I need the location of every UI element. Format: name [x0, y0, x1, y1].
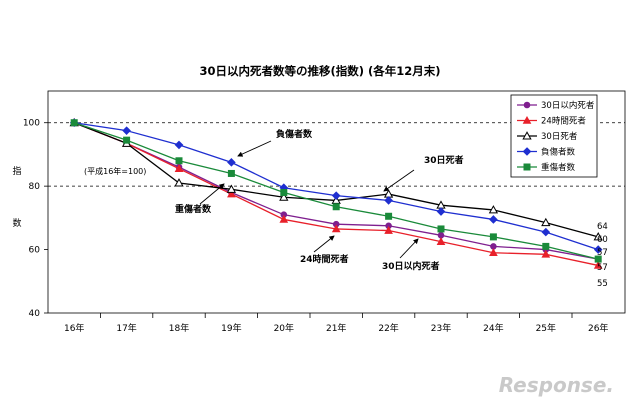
data-point — [174, 178, 184, 187]
legend-marker — [523, 163, 531, 171]
data-point — [383, 189, 394, 198]
data-point — [279, 192, 289, 201]
data-point — [593, 245, 603, 254]
data-point — [123, 136, 131, 144]
watermark-logo: Response. — [499, 373, 614, 397]
x-tick-label: 25年 — [536, 322, 556, 334]
data-point — [227, 169, 235, 177]
base-note: (平成16年=100) — [84, 166, 146, 176]
annotation-arrow — [383, 169, 415, 192]
x-tick-label: 24年 — [483, 322, 503, 334]
y-tick-label: 80 — [29, 182, 41, 192]
annotation-arrow — [313, 235, 335, 253]
data-point — [541, 249, 551, 258]
legend-label: 30日以内死者 — [541, 100, 595, 111]
end-value-label: 57 — [597, 263, 608, 273]
plot-area — [47, 90, 626, 314]
legend-label: 負傷者数 — [541, 147, 576, 158]
chart-title: 30日以内死者数等の推移(指数) (各年12月末) — [199, 64, 440, 78]
x-tick-label: 22年 — [378, 322, 398, 334]
annotation-label: 24時間死者 — [300, 253, 349, 265]
data-point — [227, 189, 236, 198]
y-tick-label: 100 — [23, 119, 40, 129]
x-tick-label: 26年 — [588, 322, 608, 334]
data-point — [332, 203, 340, 211]
x-tick-label: 17年 — [116, 322, 136, 334]
data-point — [542, 242, 550, 250]
y-axis-label: 指 — [12, 165, 21, 177]
end-value-label: 55 — [597, 279, 608, 289]
x-tick-label: 20年 — [274, 322, 294, 334]
data-point — [279, 214, 289, 223]
data-point — [226, 184, 237, 193]
data-point — [541, 217, 551, 227]
data-point — [174, 140, 184, 150]
data-point — [489, 248, 498, 257]
data-point — [436, 207, 446, 216]
end-value-label: 57 — [597, 248, 608, 258]
end-value-label: 64 — [597, 222, 608, 232]
legend-label: 30日死者 — [541, 132, 578, 142]
data-point — [331, 191, 341, 200]
y-axis-label: 数 — [12, 217, 21, 229]
annotation-label: 負傷者数 — [276, 128, 313, 140]
data-point — [436, 237, 446, 245]
data-point — [122, 126, 131, 135]
data-point — [331, 224, 341, 233]
legend-label: 重傷者数 — [541, 162, 576, 173]
x-tick-label: 18年 — [169, 322, 189, 334]
y-tick-label: 60 — [29, 246, 41, 256]
end-value-label: 60 — [597, 235, 608, 245]
x-tick-label: 21年 — [326, 322, 346, 334]
legend-marker — [523, 101, 531, 109]
data-point — [280, 188, 288, 196]
x-tick-label: 19年 — [221, 322, 241, 334]
data-point — [488, 205, 499, 214]
legend-marker — [522, 131, 532, 140]
x-tick-label: 23年 — [431, 322, 451, 334]
annotation-label: 重傷者数 — [175, 203, 212, 215]
data-point — [489, 233, 497, 241]
annotation-arrow — [399, 238, 419, 259]
legend-label: 24時間死者 — [541, 117, 586, 127]
annotation-label: 30日以内死者 — [382, 260, 440, 272]
data-point — [593, 260, 603, 269]
legend-marker — [522, 115, 532, 124]
annotation-arrow — [199, 183, 225, 205]
data-point — [174, 164, 184, 172]
data-point — [384, 226, 393, 234]
data-point — [541, 227, 551, 237]
x-tick-label: 16年 — [64, 322, 84, 334]
legend-marker — [522, 147, 532, 156]
data-point — [594, 255, 602, 263]
data-point — [489, 215, 498, 224]
data-point — [385, 212, 393, 220]
data-point — [384, 196, 393, 205]
data-point — [437, 225, 445, 233]
data-point — [227, 158, 236, 167]
data-point — [593, 232, 603, 241]
data-point — [175, 157, 183, 165]
annotation-arrow — [237, 140, 272, 157]
data-point — [70, 119, 78, 127]
annotation-label: 30日死者 — [424, 154, 464, 166]
y-tick-label: 40 — [29, 309, 41, 319]
